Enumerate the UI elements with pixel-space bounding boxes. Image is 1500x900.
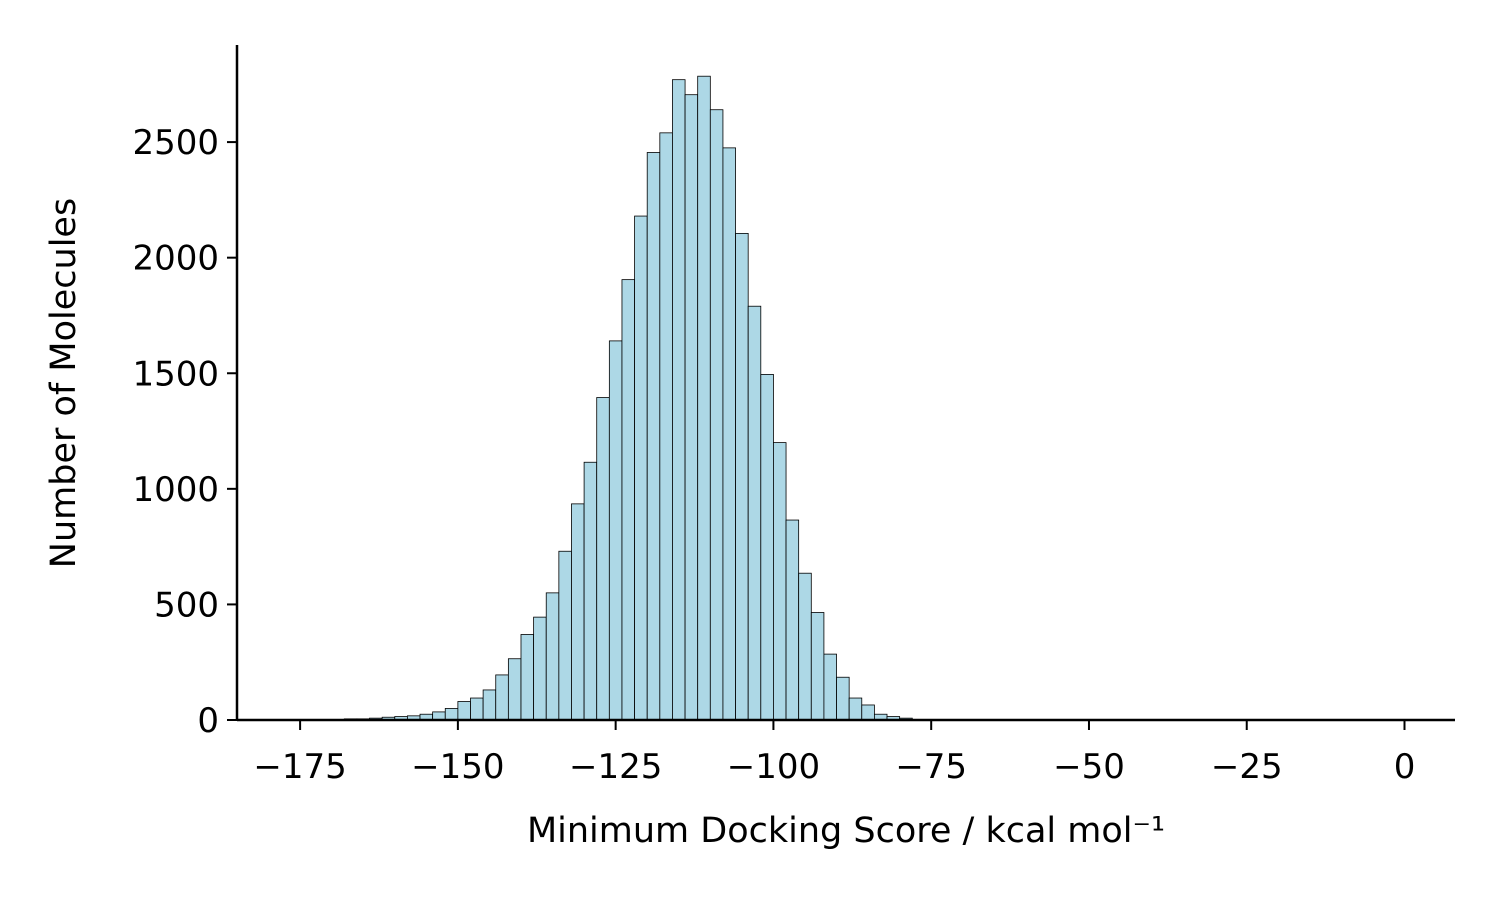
histogram-bar — [760, 374, 774, 721]
histogram-bar — [596, 397, 610, 721]
histogram-bar — [470, 697, 484, 721]
histogram-bar — [608, 340, 623, 721]
x-tick-label: −100 — [727, 747, 820, 787]
histogram-bar — [722, 147, 736, 721]
histogram-bar — [823, 653, 837, 721]
histogram-bar — [773, 442, 787, 721]
histogram-bar — [457, 701, 471, 721]
x-axis-ticks: −175 −150 −125 −100 −75 −50 −25 0 — [253, 720, 1415, 787]
histogram-bar — [634, 215, 648, 721]
x-axis-label: Minimum Docking Score / kcal mol⁻¹ — [527, 811, 1165, 851]
histogram-bar — [444, 708, 459, 721]
histogram-bar — [798, 572, 812, 721]
x-tick-label: −75 — [895, 747, 967, 787]
histogram-bar — [672, 79, 686, 721]
histogram-bar — [659, 132, 673, 721]
x-tick-label: −175 — [253, 747, 346, 787]
histogram-bar — [621, 279, 635, 721]
histogram-bar — [810, 612, 825, 721]
x-tick-label: 0 — [1394, 747, 1416, 787]
y-axis-ticks: 0 500 1000 1500 2000 2500 — [132, 123, 237, 741]
histogram-bar — [507, 658, 522, 721]
y-tick-label: 2500 — [132, 123, 219, 163]
histogram-bar — [861, 704, 875, 721]
histogram-bar — [482, 689, 497, 721]
x-tick-label: −25 — [1211, 747, 1283, 787]
histogram-bar — [747, 305, 762, 721]
histogram-bar — [785, 519, 800, 721]
histogram-bar — [495, 674, 509, 721]
x-tick-label: −125 — [569, 747, 662, 787]
histogram-bar — [533, 616, 547, 721]
x-tick-label: −50 — [1053, 747, 1125, 787]
histogram-bar — [571, 503, 585, 721]
histogram-bar — [697, 75, 711, 721]
histogram-bar — [836, 676, 850, 721]
histogram-bar — [735, 232, 749, 721]
y-tick-label: 1500 — [132, 354, 219, 394]
y-tick-label: 1000 — [132, 470, 219, 510]
y-axis-label: Number of Molecules — [44, 198, 84, 568]
histogram-bar — [545, 592, 560, 721]
histogram-bar — [558, 550, 572, 721]
histogram-bar — [583, 461, 598, 721]
histogram-bar — [646, 152, 661, 721]
y-tick-label: 500 — [154, 585, 219, 625]
histogram-bar — [709, 109, 724, 721]
histogram-bar — [520, 634, 535, 721]
x-tick-label: −150 — [411, 747, 504, 787]
histogram-bars — [343, 75, 913, 721]
histogram-bar — [848, 697, 863, 721]
y-tick-label: 0 — [197, 701, 219, 741]
y-tick-label: 2000 — [132, 239, 219, 279]
histogram-bar — [684, 94, 699, 721]
